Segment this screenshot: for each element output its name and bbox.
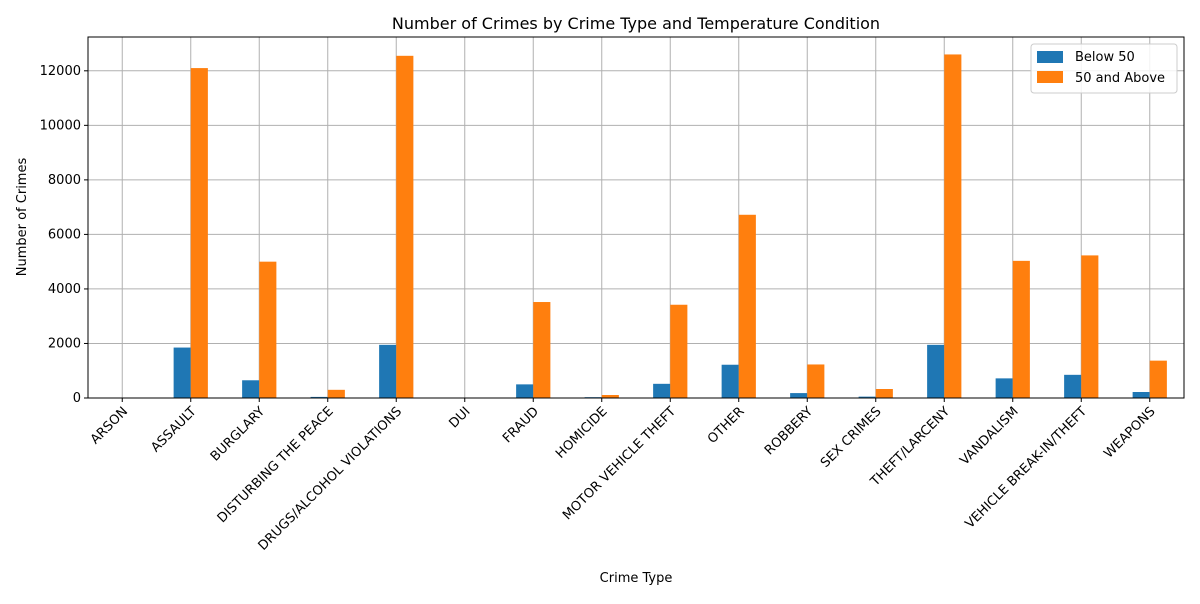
bar-50-and-above	[396, 56, 413, 398]
bar-below-50	[1064, 375, 1081, 398]
chart-title: Number of Crimes by Crime Type and Tempe…	[392, 14, 880, 33]
bar-below-50	[1133, 392, 1150, 398]
bar-50-and-above	[1013, 261, 1030, 398]
y-tick-label: 8000	[48, 173, 81, 188]
y-tick-label: 6000	[48, 227, 81, 242]
legend-label-below-50: Below 50	[1075, 50, 1135, 65]
legend: Below 50 50 and Above	[1031, 44, 1177, 93]
x-axis-label: Crime Type	[600, 571, 673, 586]
bar-below-50	[516, 384, 533, 398]
bar-50-and-above	[1081, 255, 1098, 398]
legend-label-50-and-above: 50 and Above	[1075, 71, 1165, 86]
bar-50-and-above	[533, 302, 550, 398]
y-tick-label: 0	[73, 391, 81, 406]
y-axis-label: Number of Crimes	[15, 158, 30, 277]
bar-below-50	[722, 365, 739, 398]
bar-below-50	[174, 348, 191, 398]
bar-50-and-above	[739, 215, 756, 398]
legend-swatch-50-and-above	[1037, 71, 1063, 83]
bar-below-50	[653, 384, 670, 398]
bar-50-and-above	[259, 262, 276, 398]
bar-50-and-above	[876, 389, 893, 398]
bar-50-and-above	[1150, 361, 1167, 398]
bar-50-and-above	[191, 68, 208, 398]
bar-below-50	[242, 380, 259, 398]
bar-below-50	[996, 378, 1013, 398]
bar-50-and-above	[944, 54, 961, 398]
y-tick-label: 4000	[48, 282, 81, 297]
y-tick-label: 2000	[48, 336, 81, 351]
bar-below-50	[379, 345, 396, 398]
legend-swatch-below-50	[1037, 51, 1063, 63]
y-tick-label: 10000	[40, 118, 81, 133]
bar-50-and-above	[807, 364, 824, 398]
bar-below-50	[790, 393, 807, 398]
bar-50-and-above	[670, 305, 687, 398]
y-tick-label: 12000	[40, 64, 81, 79]
bar-50-and-above	[328, 390, 345, 398]
bar-below-50	[927, 345, 944, 398]
